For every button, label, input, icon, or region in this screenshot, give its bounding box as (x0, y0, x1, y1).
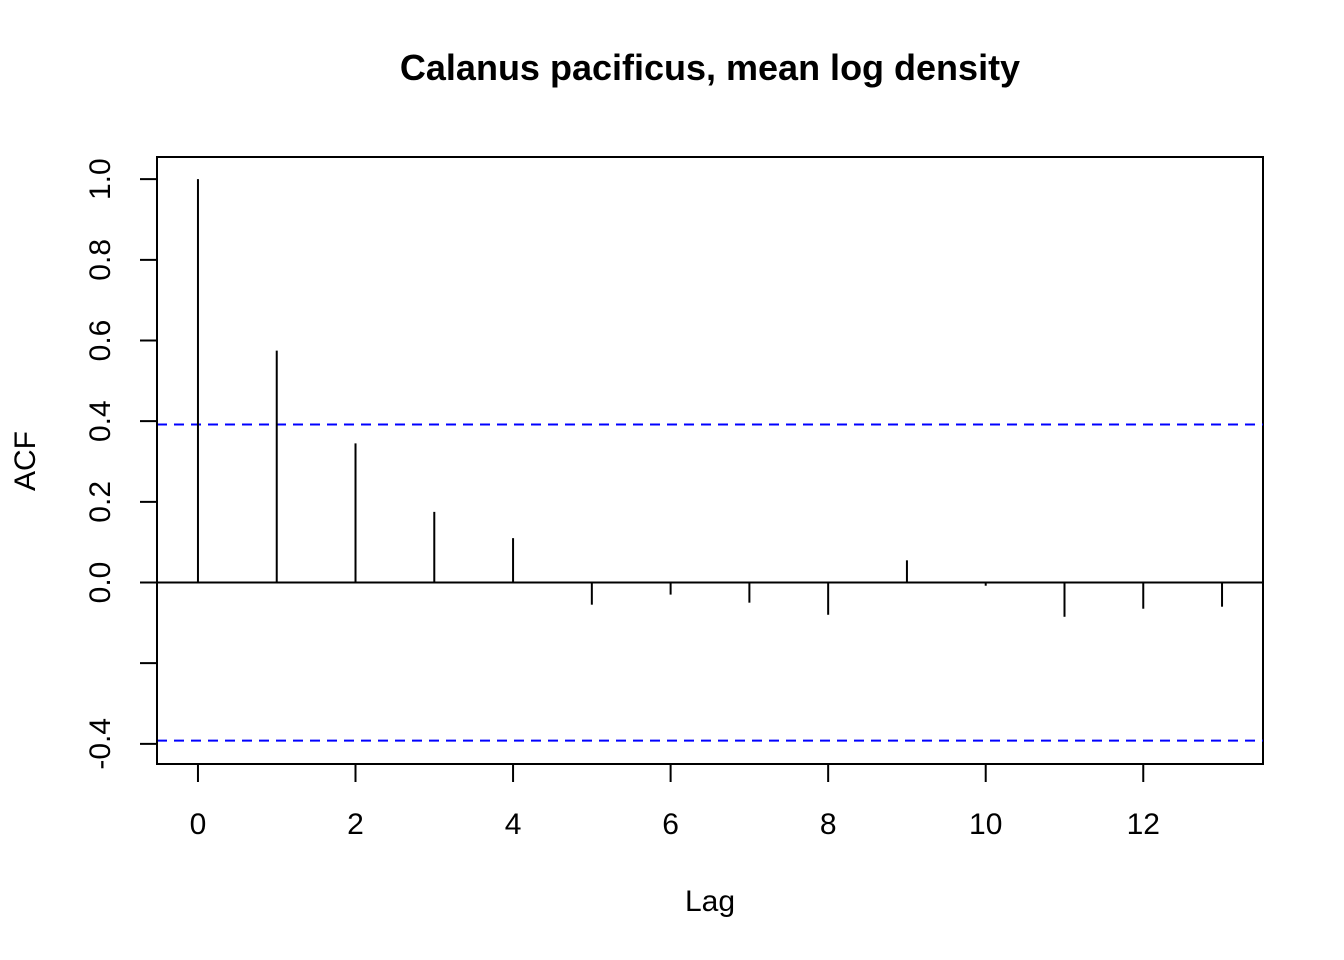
y-tick-label-0_2: 0.2 (84, 481, 117, 523)
y-tick-label-0: 0.0 (84, 562, 117, 604)
acf-bars (157, 179, 1263, 742)
y-tick-label-0_6: 0.6 (84, 320, 117, 362)
plot-frame (156, 156, 1264, 765)
x-tick-label-12: 12 (1127, 808, 1160, 841)
y-tick-label-0_4: 0.4 (84, 400, 117, 442)
y-tick-label-neg0_4: -0.4 (84, 718, 117, 770)
x-axis-title: Lag (685, 885, 735, 918)
y-tick-label-1: 1.0 (84, 158, 117, 200)
x-tick-label-4: 4 (505, 808, 522, 841)
x-axis: 0 2 4 6 8 10 12 (190, 763, 1160, 841)
y-axis: -0.4 0.0 0.2 0.4 0.6 0.8 1.0 (84, 158, 158, 770)
y-axis-title: ACF (9, 431, 42, 491)
x-tick-label-6: 6 (662, 808, 679, 841)
chart-title: Calanus pacificus, mean log density (400, 47, 1020, 88)
x-tick-label-2: 2 (347, 808, 364, 841)
x-tick-label-10: 10 (969, 808, 1002, 841)
y-tick-label-0_8: 0.8 (84, 239, 117, 281)
x-tick-label-0: 0 (190, 808, 207, 841)
x-tick-label-8: 8 (820, 808, 837, 841)
